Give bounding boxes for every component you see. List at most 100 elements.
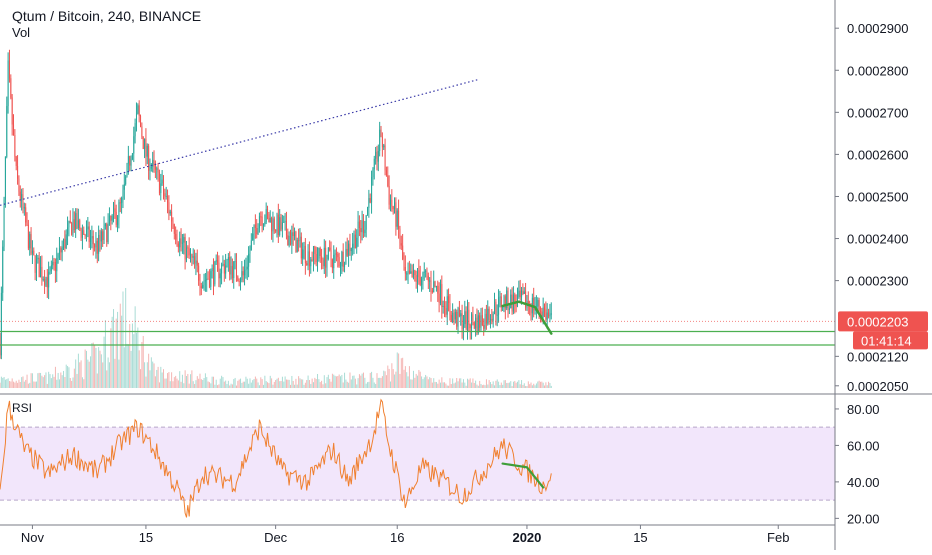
volume-bar <box>167 373 169 388</box>
candle-body <box>56 257 58 272</box>
candle-body <box>376 151 378 162</box>
candle-body <box>340 266 342 268</box>
candle-body <box>533 297 535 311</box>
volume-bar <box>246 378 248 388</box>
volume-bar <box>284 376 286 388</box>
candle-body <box>541 311 543 317</box>
candle-body <box>467 309 469 330</box>
volume-bar <box>173 377 175 388</box>
volume-bar <box>0 382 1 388</box>
candle-body <box>156 168 158 170</box>
volume-bar <box>410 379 412 388</box>
candle-body <box>133 136 135 154</box>
candle-body <box>300 236 302 259</box>
volume-bar <box>373 382 375 388</box>
candle-body <box>48 271 50 288</box>
volume-bar <box>61 375 63 388</box>
candle-body <box>38 257 40 278</box>
candle-body <box>472 314 474 323</box>
candle-body <box>503 296 505 307</box>
volume-bar <box>542 382 544 388</box>
candle-body <box>469 324 471 329</box>
candle-body <box>400 243 402 246</box>
candle-body <box>217 260 219 263</box>
volume-bar <box>349 372 351 388</box>
rsi-line <box>0 398 552 518</box>
candle-body <box>83 230 85 235</box>
candle-body <box>476 317 478 333</box>
volume-bar <box>11 378 13 388</box>
volume-bar <box>206 377 208 388</box>
volume-bar <box>180 381 182 388</box>
candle-body <box>237 276 239 281</box>
candle-body <box>31 250 33 254</box>
volume-bar <box>94 345 96 388</box>
volume-bar <box>117 311 119 388</box>
candle-body <box>113 208 115 216</box>
candle-body <box>233 261 235 279</box>
volume-bar <box>226 383 228 388</box>
volume-bar <box>522 384 524 388</box>
rsi-tick-label: 60.00 <box>847 438 880 453</box>
candle-body <box>479 315 481 328</box>
volume-bar <box>84 349 86 388</box>
volume-bar <box>306 380 308 388</box>
volume-bar <box>277 377 279 388</box>
volume-bar <box>229 385 231 388</box>
volume-bar <box>481 385 483 388</box>
volume-bar <box>273 381 275 388</box>
volume-bar <box>303 384 305 388</box>
candle-body <box>367 207 369 216</box>
candle-body <box>145 138 147 157</box>
volume-bar <box>100 354 102 388</box>
volume-bar <box>231 384 233 388</box>
candle-body <box>210 271 212 287</box>
volume-bar <box>118 359 120 388</box>
candle-body <box>446 296 448 315</box>
volume-bar <box>248 383 250 388</box>
candle-body <box>138 105 140 116</box>
volume-bar <box>352 375 354 388</box>
volume-bar <box>327 374 329 388</box>
volume-bar <box>433 378 435 388</box>
candle-body <box>102 231 104 241</box>
volume-bar <box>317 373 319 388</box>
volume-bar <box>439 382 441 388</box>
candle-body <box>123 184 125 190</box>
volume-bar <box>57 372 59 388</box>
candle-body <box>225 265 227 274</box>
volume-bar <box>7 378 9 388</box>
candle-body <box>187 247 189 249</box>
candle-body <box>465 311 467 330</box>
volume-bar <box>283 381 285 388</box>
candle-body <box>98 235 100 254</box>
candle-body <box>433 281 435 293</box>
candle-body <box>17 165 19 179</box>
time-tick-label: 16 <box>390 530 404 545</box>
candle-body <box>434 281 436 288</box>
candle-body <box>54 262 56 272</box>
volume-bar <box>126 343 128 388</box>
candle-body <box>173 224 175 234</box>
candle-body <box>329 247 331 251</box>
candle-body <box>238 280 240 283</box>
volume-bar <box>17 382 19 388</box>
candle-body <box>0 292 2 356</box>
volume-bar <box>30 373 32 388</box>
price-arc <box>501 300 553 335</box>
rsi-tick-label: 20.00 <box>847 511 880 526</box>
candle-body <box>14 135 16 157</box>
candle-body <box>154 163 156 170</box>
candle-body <box>453 312 455 320</box>
time-tick-label: 15 <box>139 530 153 545</box>
volume-bar <box>518 380 520 388</box>
candle-body <box>50 265 52 272</box>
candle-body <box>460 313 462 317</box>
volume-bar <box>242 381 244 388</box>
candle-body <box>21 194 23 201</box>
volume-bar <box>499 385 501 388</box>
candle-body <box>104 224 106 227</box>
volume-bar <box>526 386 528 388</box>
